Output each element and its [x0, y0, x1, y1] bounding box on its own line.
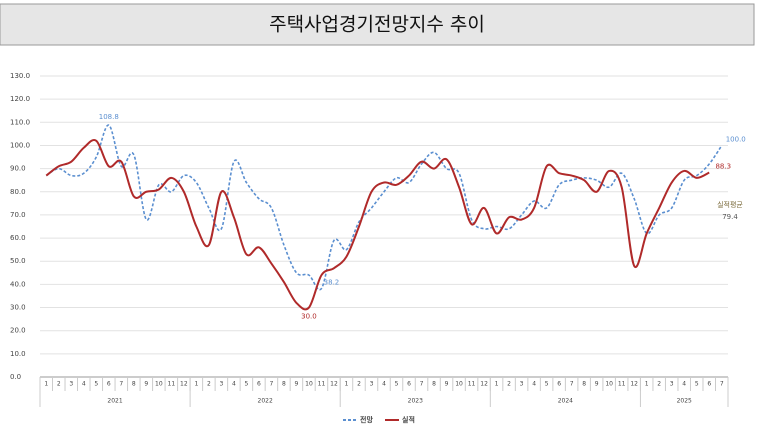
average-value: 79.4 [722, 213, 738, 221]
x-tick-label: 10 [305, 381, 313, 388]
x-tick-label: 6 [257, 381, 261, 388]
data-label: 88.3 [715, 163, 731, 171]
y-tick-label: 40.0 [10, 280, 26, 288]
x-tick-label: 2 [357, 381, 361, 388]
x-tick-label: 5 [695, 381, 699, 388]
x-tick-label: 1 [495, 381, 499, 388]
y-tick-label: 110.0 [10, 118, 30, 126]
x-tick-label: 8 [432, 381, 436, 388]
y-tick-label: 80.0 [10, 188, 26, 196]
x-tick-label: 2 [207, 381, 211, 388]
x-tick-label: 4 [232, 381, 236, 388]
y-tick-label: 50.0 [10, 257, 26, 265]
x-tick-label: 3 [520, 381, 524, 388]
y-tick-label: 20.0 [10, 327, 26, 335]
x-tick-label: 9 [144, 381, 148, 388]
x-tick-label: 4 [382, 381, 386, 388]
average-label: 실적평균 [717, 200, 743, 209]
x-tick-label: 6 [107, 381, 111, 388]
x-tick-label: 4 [82, 381, 86, 388]
x-tick-label: 8 [282, 381, 286, 388]
x-tick-label: 9 [595, 381, 599, 388]
y-tick-label: 60.0 [10, 234, 26, 242]
x-tick-label: 4 [532, 381, 536, 388]
x-tick-label: 2 [507, 381, 511, 388]
year-label: 2023 [408, 398, 423, 405]
y-tick-label: 10.0 [10, 350, 26, 358]
x-tick-label: 3 [69, 381, 73, 388]
title-bar [0, 3, 755, 46]
x-tick-label: 12 [480, 381, 488, 388]
x-tick-label: 7 [720, 381, 724, 388]
series-line [45, 124, 723, 291]
x-tick-label: 4 [682, 381, 686, 388]
year-label: 2024 [558, 398, 573, 405]
x-tick-label: 7 [119, 381, 123, 388]
x-tick-label: 6 [707, 381, 711, 388]
y-tick-label: 130.0 [10, 72, 30, 80]
x-tick-label: 2 [57, 381, 61, 388]
x-tick-label: 11 [318, 381, 326, 388]
x-tick-label: 11 [168, 381, 176, 388]
y-tick-label: 30.0 [10, 304, 26, 312]
chart-title: 주택사업경기전망지수 추이 [269, 14, 485, 36]
x-tick-label: 1 [345, 381, 349, 388]
data-label: 38.2 [324, 279, 340, 287]
legend-label: 전망 [360, 415, 373, 424]
x-tick-label: 1 [645, 381, 649, 388]
x-tick-label: 10 [605, 381, 613, 388]
x-tick-label: 3 [370, 381, 374, 388]
x-tick-label: 9 [295, 381, 299, 388]
y-tick-label: 100.0 [10, 141, 30, 149]
x-tick-label: 11 [618, 381, 626, 388]
x-tick-label: 7 [270, 381, 274, 388]
x-tick-label: 6 [557, 381, 561, 388]
x-tick-label: 1 [44, 381, 48, 388]
x-tick-label: 8 [132, 381, 136, 388]
data-label: 108.8 [99, 113, 119, 121]
data-label: 30.0 [301, 313, 317, 321]
x-tick-label: 7 [420, 381, 424, 388]
x-tick-label: 5 [395, 381, 399, 388]
x-tick-label: 5 [244, 381, 248, 388]
x-tick-label: 5 [545, 381, 549, 388]
year-label: 2025 [677, 398, 692, 405]
x-tick-label: 8 [582, 381, 586, 388]
x-tick-label: 12 [630, 381, 638, 388]
year-label: 2022 [258, 398, 273, 405]
legend-label: 실적 [402, 415, 415, 424]
y-tick-label: 90.0 [10, 165, 26, 173]
x-tick-label: 12 [330, 381, 338, 388]
x-tick-label: 12 [180, 381, 188, 388]
data-label: 100.0 [726, 135, 746, 143]
x-tick-label: 3 [219, 381, 223, 388]
y-tick-label: 0.0 [10, 373, 21, 381]
x-tick-label: 9 [445, 381, 449, 388]
x-tick-label: 5 [94, 381, 98, 388]
x-tick-label: 6 [407, 381, 411, 388]
year-label: 2021 [107, 398, 122, 405]
x-tick-label: 10 [155, 381, 163, 388]
x-tick-label: 1 [194, 381, 198, 388]
x-tick-label: 10 [455, 381, 463, 388]
series-line [45, 139, 710, 311]
x-tick-label: 2 [657, 381, 661, 388]
x-tick-label: 7 [570, 381, 574, 388]
x-tick-label: 11 [468, 381, 476, 388]
y-tick-label: 120.0 [10, 95, 30, 103]
y-tick-label: 70.0 [10, 211, 26, 219]
x-tick-label: 3 [670, 381, 674, 388]
